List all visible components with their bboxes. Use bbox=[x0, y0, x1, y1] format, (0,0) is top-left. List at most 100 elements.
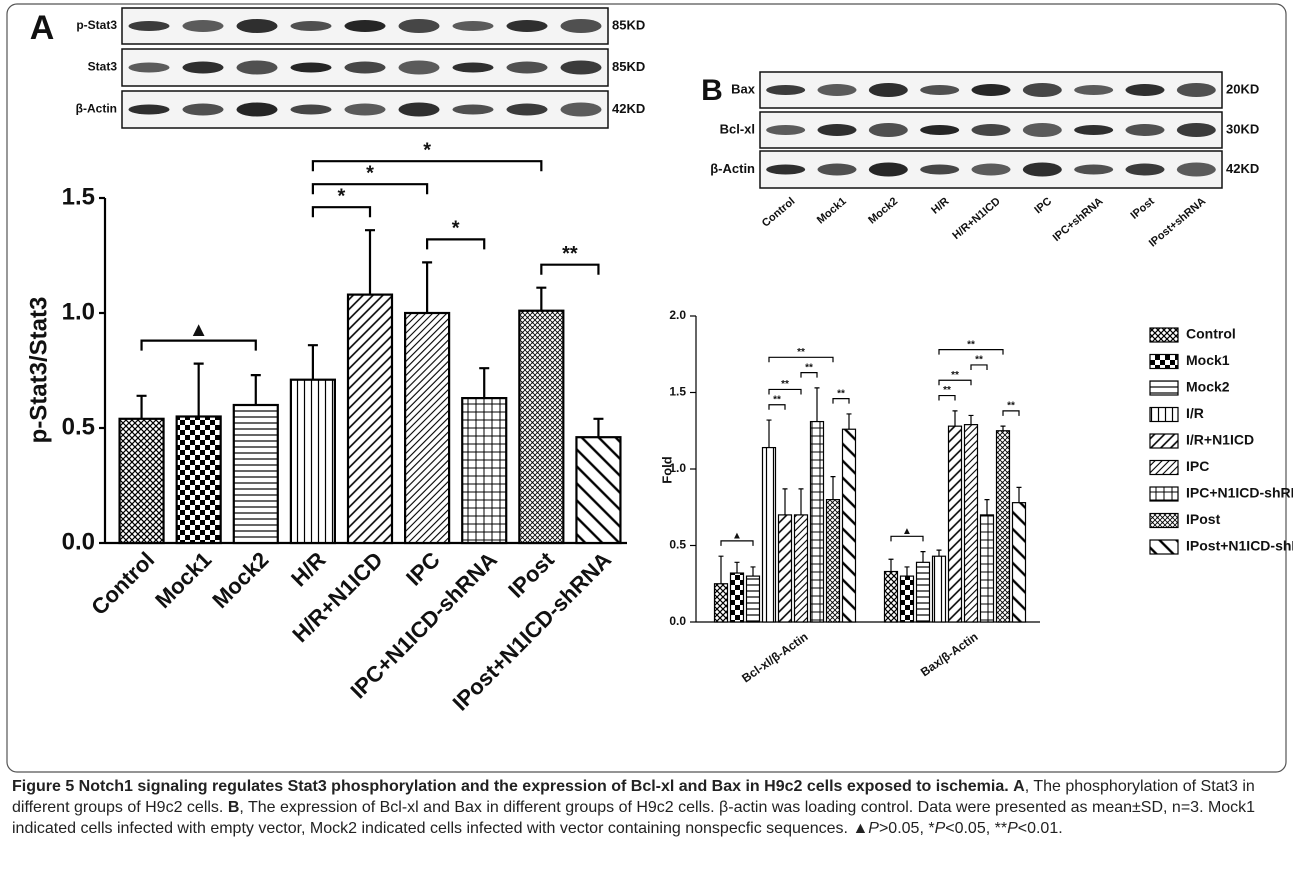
bar bbox=[1013, 503, 1026, 622]
blot-size-label: 85KD bbox=[612, 59, 645, 74]
significance-label: ** bbox=[943, 385, 951, 396]
blot-band bbox=[128, 63, 169, 73]
error-bar bbox=[799, 489, 804, 515]
significance-label: ** bbox=[773, 394, 781, 405]
blot-band bbox=[344, 62, 385, 74]
blot-band bbox=[344, 104, 385, 116]
bar bbox=[917, 562, 930, 622]
significance-bracket bbox=[769, 357, 833, 362]
legend-label: Mock1 bbox=[1186, 352, 1230, 368]
y-axis-label: p-Stat3/Stat3 bbox=[25, 297, 52, 444]
blot-band bbox=[920, 165, 959, 175]
significance-bracket bbox=[313, 184, 427, 194]
significance-label: * bbox=[423, 139, 431, 161]
blot-band bbox=[182, 62, 223, 74]
blot-band bbox=[1074, 125, 1113, 135]
legend-swatch bbox=[1150, 461, 1178, 475]
bar bbox=[731, 573, 744, 622]
blot-band bbox=[506, 20, 547, 32]
legend-label: IPC bbox=[1186, 458, 1209, 474]
bar bbox=[348, 295, 392, 543]
bar bbox=[177, 417, 221, 544]
error-bar bbox=[847, 414, 852, 429]
error-bar bbox=[751, 567, 756, 576]
legend-label: Control bbox=[1186, 326, 1236, 342]
blot-band bbox=[1125, 84, 1164, 96]
caption-text: >0.05, * bbox=[879, 820, 935, 837]
error-bar bbox=[921, 552, 926, 563]
bar bbox=[981, 515, 994, 622]
blot-lane-label: IPC+shRNA bbox=[1051, 195, 1106, 244]
bar bbox=[885, 572, 898, 622]
x-tick-label: Bax/β-Actin bbox=[918, 630, 981, 680]
significance-bracket bbox=[1003, 411, 1019, 416]
bar bbox=[291, 380, 335, 543]
significance-label: ** bbox=[951, 370, 959, 381]
bar bbox=[576, 437, 620, 543]
significance-bracket bbox=[939, 396, 955, 401]
y-tick-label: 0.0 bbox=[62, 528, 95, 555]
y-tick-label: 0.0 bbox=[669, 614, 686, 628]
bar bbox=[843, 429, 856, 622]
blot-band bbox=[182, 20, 223, 32]
y-tick-label: 1.5 bbox=[669, 385, 686, 399]
blot-size-label: 42KD bbox=[612, 101, 645, 116]
error-bar bbox=[767, 420, 772, 448]
blot-band bbox=[452, 21, 493, 31]
bar bbox=[779, 515, 792, 622]
caption-text: P bbox=[935, 820, 946, 837]
x-tick-label: Mock2 bbox=[207, 547, 273, 613]
page: Ap-Stat385KDStat385KDβ-Actin42KDBBax20KD… bbox=[0, 0, 1293, 880]
error-bar bbox=[593, 419, 603, 437]
significance-label: ** bbox=[562, 243, 578, 265]
significance-label: ** bbox=[1007, 401, 1015, 412]
blot-band bbox=[971, 84, 1010, 96]
bar bbox=[763, 448, 776, 622]
legend-swatch bbox=[1150, 355, 1178, 369]
blot-size-label: 20KD bbox=[1226, 81, 1259, 96]
blot-band bbox=[452, 63, 493, 73]
y-axis-label: Fold bbox=[659, 456, 674, 483]
blot-band bbox=[971, 124, 1010, 136]
blot-band bbox=[560, 61, 601, 75]
error-bar bbox=[783, 489, 788, 515]
error-bar bbox=[953, 411, 958, 426]
blot-band bbox=[344, 20, 385, 32]
significance-bracket bbox=[971, 365, 987, 370]
blot-band bbox=[1023, 163, 1062, 177]
blot-band bbox=[290, 105, 331, 115]
blot-band bbox=[1023, 83, 1062, 97]
bar bbox=[827, 500, 840, 622]
blot-band bbox=[920, 85, 959, 95]
significance-bracket bbox=[769, 405, 785, 410]
error-bar bbox=[251, 375, 261, 405]
significance-label: * bbox=[338, 185, 346, 207]
blot-lane-label: IPC bbox=[1032, 195, 1054, 216]
error-bar bbox=[422, 262, 432, 313]
y-tick-label: 2.0 bbox=[669, 308, 686, 322]
caption-text: <0.05, ** bbox=[945, 820, 1007, 837]
blot-band bbox=[398, 103, 439, 117]
blot-band bbox=[971, 164, 1010, 176]
caption-text: B bbox=[228, 799, 240, 816]
significance-bracket bbox=[801, 373, 817, 378]
error-bar bbox=[905, 567, 910, 576]
blot-band bbox=[766, 165, 805, 175]
blot-band bbox=[236, 19, 277, 33]
blot-band bbox=[290, 63, 331, 73]
significance-label: ** bbox=[967, 339, 975, 350]
significance-bracket bbox=[939, 350, 1003, 355]
y-tick-label: 1.5 bbox=[62, 183, 95, 210]
significance-bracket bbox=[833, 399, 849, 404]
error-bar bbox=[1001, 426, 1006, 431]
blot-band bbox=[236, 61, 277, 75]
legend-swatch bbox=[1150, 328, 1178, 342]
blot-row-label: β-Actin bbox=[76, 102, 117, 116]
error-bar bbox=[194, 364, 204, 417]
blot-band bbox=[1023, 123, 1062, 137]
caption-text: P bbox=[868, 820, 879, 837]
bar bbox=[405, 313, 449, 543]
x-tick-label: IPC bbox=[401, 547, 445, 591]
blot-band bbox=[817, 124, 856, 136]
significance-label: ** bbox=[837, 388, 845, 399]
